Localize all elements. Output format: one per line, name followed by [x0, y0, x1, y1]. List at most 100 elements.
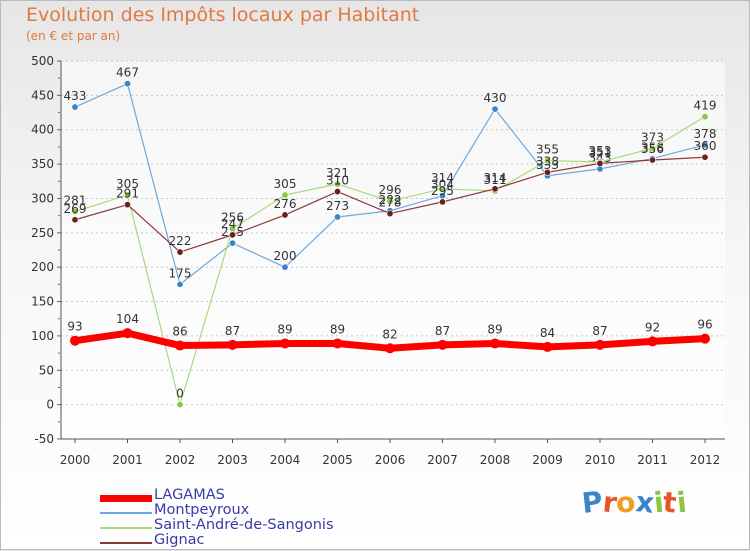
data-point-montpeyroux: [124, 80, 132, 88]
data-point-saint-andr-de-sangonis: [543, 157, 551, 165]
plot-area: [61, 61, 725, 439]
data-point-gignac: [229, 231, 237, 239]
y-tick-label: 400: [31, 123, 54, 137]
data-point-lagamas: [70, 335, 80, 346]
data-label-montpeyroux: 378: [694, 127, 717, 141]
data-point-lagamas: [227, 339, 238, 350]
data-label-gignac: 276: [274, 197, 297, 211]
data-point-saint-andr-de-sangonis: [386, 197, 394, 205]
data-label-saint-andr-de-sangonis: 353: [589, 144, 612, 158]
data-label-lagamas: 87: [225, 324, 240, 338]
y-tick-label: 100: [31, 329, 54, 343]
data-label-saint-andr-de-sangonis: 314: [431, 171, 454, 185]
data-label-gignac: 247: [221, 217, 244, 231]
legend-swatch: [100, 494, 152, 502]
data-point-gignac: [648, 156, 656, 164]
data-label-lagamas: 89: [487, 322, 502, 336]
data-label-lagamas: 86: [172, 325, 187, 339]
data-point-gignac: [438, 198, 446, 206]
data-label-gignac: 314: [484, 171, 507, 185]
data-point-lagamas: [175, 340, 185, 351]
data-point-saint-andr-de-sangonis: [176, 401, 184, 409]
data-point-gignac: [596, 159, 604, 167]
data-point-montpeyroux: [333, 213, 341, 221]
data-point-saint-andr-de-sangonis: [71, 208, 79, 216]
data-label-lagamas: 87: [592, 324, 607, 338]
y-tick-label: 450: [31, 88, 54, 102]
y-tick-label: 150: [31, 295, 54, 309]
data-point-gignac: [386, 210, 394, 218]
data-label-saint-andr-de-sangonis: 373: [641, 130, 664, 144]
data-point-montpeyroux: [281, 263, 289, 271]
data-point-lagamas: [490, 338, 500, 349]
data-point-lagamas: [595, 339, 605, 350]
data-label-montpeyroux: 430: [484, 91, 507, 105]
data-label-montpeyroux: 433: [64, 89, 87, 103]
data-point-lagamas: [700, 333, 710, 344]
y-tick-label: -50: [34, 432, 54, 446]
x-tick-label: 2007: [427, 453, 458, 467]
data-label-gignac: 269: [64, 202, 87, 216]
legend-label: LAGAMAS: [154, 487, 225, 503]
data-point-lagamas: [122, 328, 133, 339]
data-label-saint-andr-de-sangonis: 296: [379, 183, 402, 197]
data-point-montpeyroux: [701, 141, 709, 149]
data-point-lagamas: [385, 343, 395, 354]
x-tick-label: 2003: [217, 453, 248, 467]
y-tick-label: 500: [31, 54, 54, 68]
x-tick-label: 2004: [270, 453, 301, 467]
data-point-saint-andr-de-sangonis: [333, 180, 341, 188]
data-label-lagamas: 92: [645, 320, 660, 334]
x-tick-label: 2008: [480, 453, 511, 467]
chart-title: Evolution des Impôts locaux par Habitant: [26, 4, 420, 26]
data-point-gignac: [124, 201, 132, 209]
data-point-montpeyroux: [71, 103, 79, 111]
data-point-saint-andr-de-sangonis: [701, 113, 709, 121]
data-point-gignac: [701, 153, 709, 161]
data-label-gignac: 360: [694, 139, 717, 153]
data-label-gignac: 295: [431, 184, 454, 198]
data-point-lagamas: [332, 338, 343, 349]
data-label-saint-andr-de-sangonis: 281: [64, 194, 87, 208]
data-label-gignac: 338: [536, 154, 559, 168]
data-label-saint-andr-de-sangonis: 0: [176, 387, 184, 401]
data-label-montpeyroux: 175: [169, 266, 192, 280]
data-point-gignac: [71, 216, 79, 224]
data-point-montpeyroux: [229, 239, 237, 247]
data-label-gignac: 310: [326, 174, 349, 188]
data-point-lagamas: [437, 339, 448, 350]
data-label-saint-andr-de-sangonis: 311: [484, 173, 507, 187]
data-label-gignac: 222: [169, 234, 192, 248]
y-tick-label: 350: [31, 157, 54, 171]
data-label-gignac: 351: [589, 145, 612, 159]
x-tick-label: 2012: [690, 453, 721, 467]
legend-label: Montpeyroux: [154, 502, 250, 518]
y-tick-label: 250: [31, 226, 54, 240]
data-label-saint-andr-de-sangonis: 256: [221, 211, 244, 225]
data-label-gignac: 356: [641, 142, 664, 156]
legend-swatch: [100, 542, 152, 544]
legend-swatch: [100, 512, 152, 514]
y-tick-label: 200: [31, 260, 54, 274]
legend-swatch: [100, 527, 152, 529]
logo-letter: i: [674, 485, 688, 520]
data-point-montpeyroux: [491, 105, 499, 113]
x-tick-label: 2000: [60, 453, 91, 467]
data-point-montpeyroux: [176, 280, 184, 288]
data-label-gignac: 291: [116, 187, 139, 201]
data-label-saint-andr-de-sangonis: 419: [694, 99, 717, 113]
data-label-montpeyroux: 273: [326, 199, 349, 213]
data-point-lagamas: [647, 336, 658, 347]
data-label-saint-andr-de-sangonis: 321: [326, 166, 349, 180]
x-tick-label: 2001: [112, 453, 143, 467]
y-tick-label: 50: [39, 363, 54, 377]
x-tick-label: 2011: [637, 453, 668, 467]
data-point-gignac: [543, 168, 551, 176]
data-point-gignac: [281, 211, 289, 219]
data-label-lagamas: 89: [330, 322, 345, 336]
proxiti-logo: Proxiti: [580, 485, 688, 520]
data-label-lagamas: 96: [697, 318, 712, 332]
data-label-montpeyroux: 304: [431, 178, 454, 192]
data-point-saint-andr-de-sangonis: [281, 191, 289, 199]
data-point-gignac: [176, 248, 184, 256]
